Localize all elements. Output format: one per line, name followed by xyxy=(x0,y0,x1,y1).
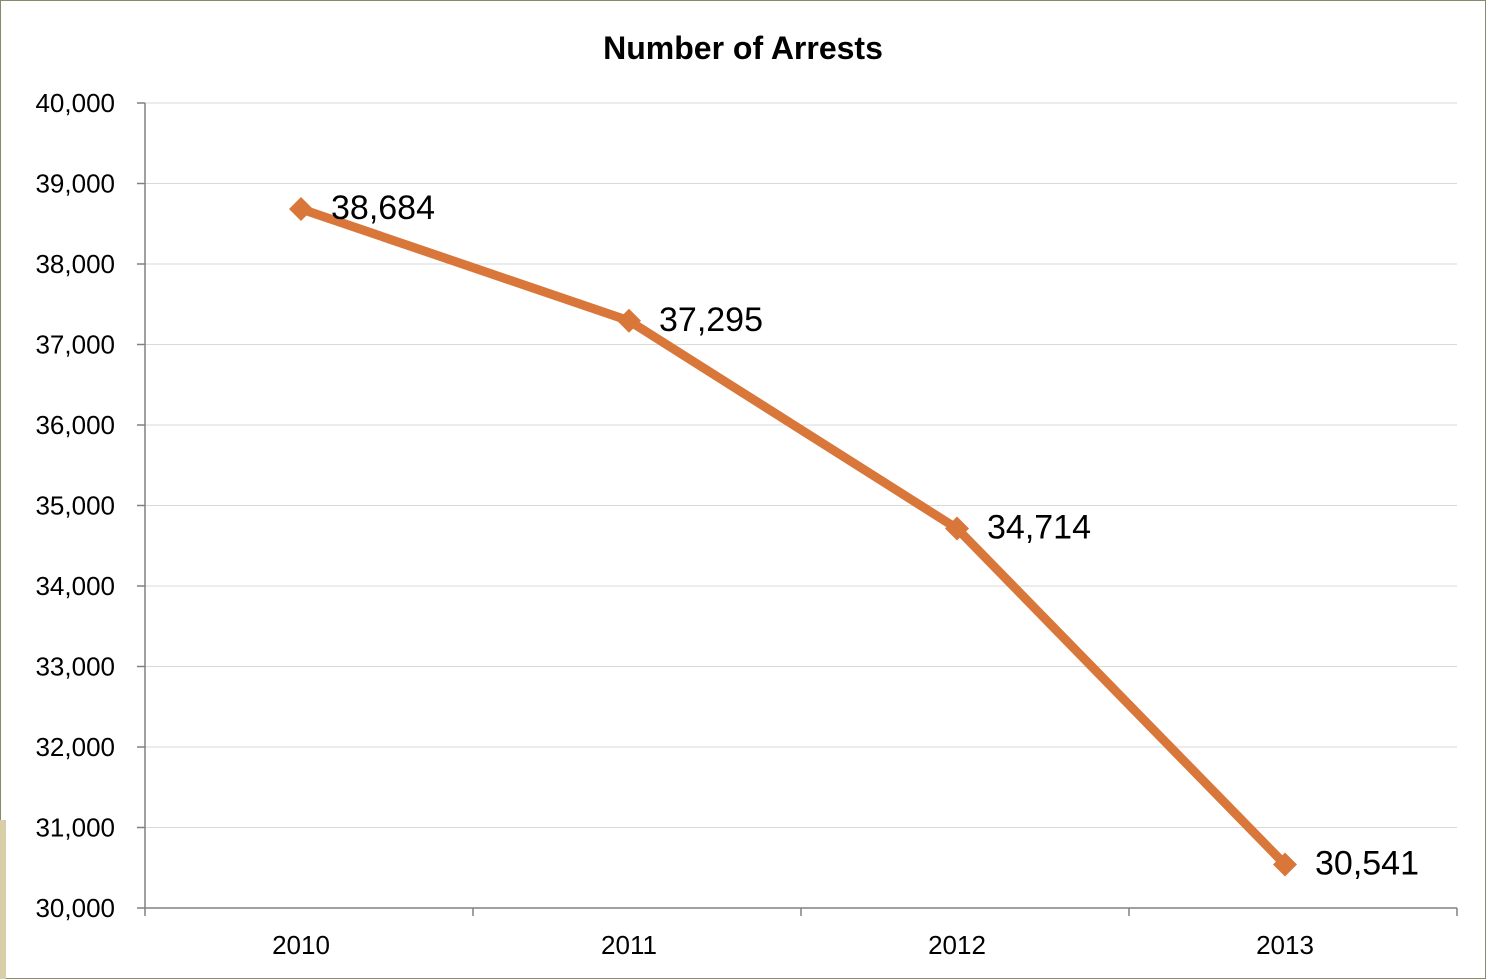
data-label: 30,541 xyxy=(1315,844,1419,882)
y-tick-label: 39,000 xyxy=(35,169,115,199)
y-tick-label: 32,000 xyxy=(35,732,115,762)
data-labels: 38,684 37,295 34,714 30,541 xyxy=(331,189,1419,883)
y-tick-label: 30,000 xyxy=(35,893,115,923)
chart-title: Number of Arrests xyxy=(603,30,883,66)
data-point-marker xyxy=(289,196,313,221)
data-label: 37,295 xyxy=(659,301,763,339)
series-line xyxy=(299,204,1289,868)
data-point-marker xyxy=(945,516,969,541)
data-point-marker xyxy=(1273,852,1297,877)
data-label: 34,714 xyxy=(987,509,1091,547)
slide-accent-bar xyxy=(0,820,6,979)
x-tick-label: 2013 xyxy=(1256,930,1314,960)
x-tick-label: 2010 xyxy=(272,930,330,960)
y-tick-label: 34,000 xyxy=(35,571,115,601)
y-tick-label: 36,000 xyxy=(35,410,115,440)
x-axis-ticks: 2010 2011 2012 2013 xyxy=(144,908,1458,960)
y-tick-label: 33,000 xyxy=(35,652,115,682)
series-arrests xyxy=(289,196,1297,877)
data-label: 38,684 xyxy=(331,189,435,227)
y-tick-label: 31,000 xyxy=(35,813,115,843)
y-tick-label: 40,000 xyxy=(35,88,115,118)
x-tick-label: 2011 xyxy=(601,930,657,960)
y-tick-label: 35,000 xyxy=(35,491,115,521)
y-tick-label: 37,000 xyxy=(35,330,115,360)
y-tick-label: 38,000 xyxy=(35,249,115,279)
data-point-marker xyxy=(617,308,641,333)
y-axis-ticks: 30,000 31,000 32,000 33,000 34,000 35,000 36,0… xyxy=(35,88,145,923)
x-tick-label: 2012 xyxy=(928,930,986,960)
